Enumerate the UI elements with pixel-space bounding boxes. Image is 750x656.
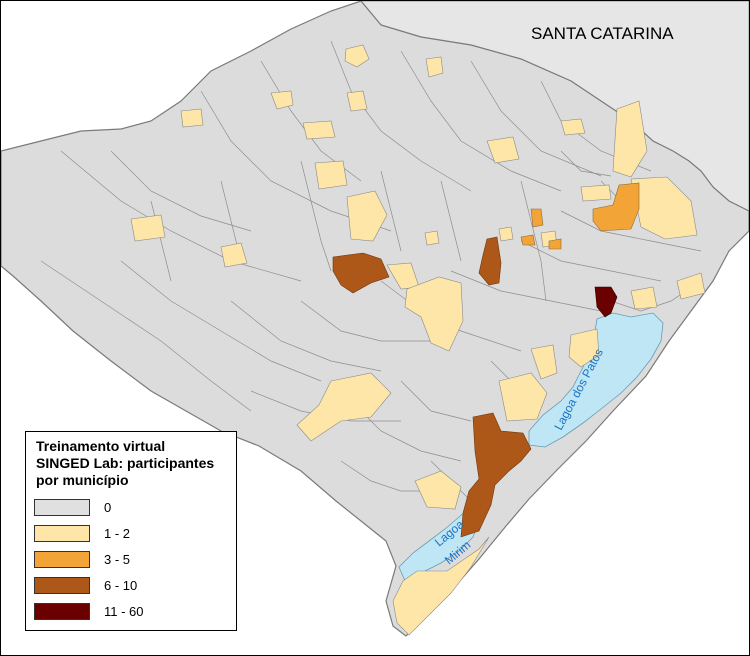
legend: Treinamento virtual SINGED Lab: particip… [25,431,237,631]
class-3-5-municipalities [520,182,640,250]
legend-label-1-2: 1 - 2 [104,525,131,541]
legend-swatch-0 [34,498,90,516]
legend-swatch-6-10 [34,576,90,594]
lagoa-dos-patos [528,312,664,448]
legend-row-6-10: 6 - 10 [34,573,228,597]
legend-row-1-2: 1 - 2 [34,521,228,545]
class-11-60-municipalities [594,286,618,318]
legend-swatch-3-5 [34,550,90,568]
legend-row-0: 0 [34,495,228,519]
state-label-santa-catarina: SANTA CATARINA [531,24,674,43]
legend-label-11-60: 11 - 60 [104,603,144,619]
legend-swatch-1-2 [34,524,90,542]
class-1-2-municipalities [130,44,706,636]
legend-title: Treinamento virtual SINGED Lab: particip… [36,438,215,488]
legend-label-0: 0 [104,499,112,515]
class-6-10-municipalities [332,236,532,538]
legend-row-11-60: 11 - 60 [34,599,228,623]
legend-label-6-10: 6 - 10 [104,577,138,593]
legend-swatch-11-60 [34,602,90,620]
legend-row-3-5: 3 - 5 [34,547,228,571]
legend-label-3-5: 3 - 5 [104,551,131,567]
